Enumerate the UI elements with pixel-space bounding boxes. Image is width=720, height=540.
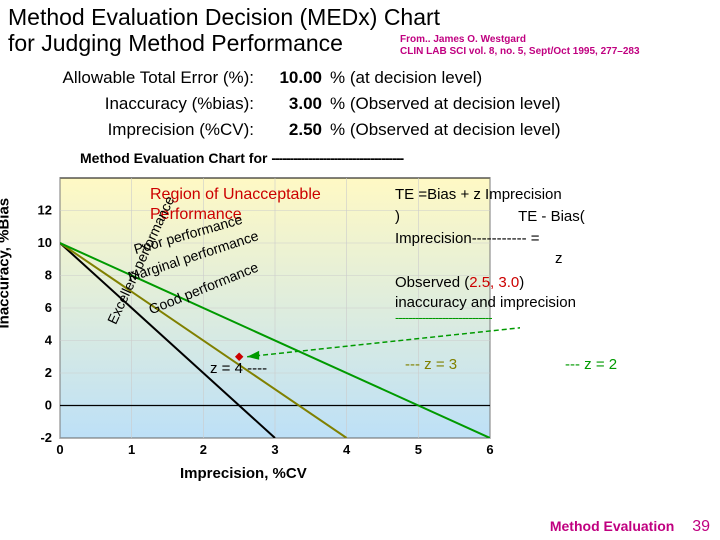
svg-text:4: 4 xyxy=(343,442,351,457)
observed-desc: inaccuracy and imprecision xyxy=(395,294,576,311)
svg-text:6: 6 xyxy=(45,300,52,315)
svg-text:2: 2 xyxy=(200,442,207,457)
param-unit: % (Observed at decision level) xyxy=(330,118,561,142)
z3-label: --- z = 3 xyxy=(405,356,457,373)
chart-subtitle: Method Evaluation Chart for ------------… xyxy=(80,150,403,166)
parameters-table: Allowable Total Error (%):10.00% (at dec… xyxy=(20,66,561,143)
svg-text:0: 0 xyxy=(45,398,52,413)
svg-text:1: 1 xyxy=(128,442,135,457)
svg-text:4: 4 xyxy=(45,333,53,348)
param-label: Allowable Total Error (%): xyxy=(20,66,270,90)
param-unit: % (at decision level) xyxy=(330,66,482,90)
svg-text:10: 10 xyxy=(38,235,52,250)
x-axis-label: Imprecision, %CV xyxy=(180,465,307,482)
param-value: 3.00 xyxy=(270,92,330,116)
param-value: 2.50 xyxy=(270,118,330,142)
svg-text:0: 0 xyxy=(56,442,63,457)
formula-imprecision-line: Imprecision----------- = xyxy=(395,230,540,247)
param-label: Inaccuracy (%bias): xyxy=(20,92,270,116)
formula-bias-paren: ) TE - Bias( xyxy=(395,208,585,225)
formula-te: TE =Bias + z Imprecision xyxy=(395,186,562,203)
svg-text:8: 8 xyxy=(45,268,52,283)
z2-label: --- z = 2 xyxy=(565,356,617,373)
param-value: 10.00 xyxy=(270,66,330,90)
chart-area: Method Evaluation Chart for ------------… xyxy=(0,150,720,490)
svg-text:-2: -2 xyxy=(40,430,52,445)
page-number: 39 xyxy=(692,518,710,535)
observed-point-label: Observed (2.5, 3.0) xyxy=(395,274,524,291)
param-label: Imprecision (%CV): xyxy=(20,118,270,142)
svg-text:5: 5 xyxy=(415,442,422,457)
formula-z: z xyxy=(555,250,563,267)
svg-text:3: 3 xyxy=(271,442,278,457)
svg-text:6: 6 xyxy=(486,442,493,457)
param-row: Allowable Total Error (%):10.00% (at dec… xyxy=(20,66,561,90)
citation: From.. James O. Westgard CLIN LAB SCI vo… xyxy=(400,34,640,58)
param-row: Inaccuracy (%bias):3.00% (Observed at de… xyxy=(20,92,561,116)
svg-text:12: 12 xyxy=(38,203,52,218)
param-unit: % (Observed at decision level) xyxy=(330,92,561,116)
y-axis-label: Inaccuracy, %Bias xyxy=(0,198,13,329)
footer: Method Evaluation 39 xyxy=(550,518,710,536)
observed-arrow-dashes: ----------------------------- xyxy=(395,310,492,325)
svg-text:2: 2 xyxy=(45,365,52,380)
param-row: Imprecision (%CV):2.50% (Observed at dec… xyxy=(20,118,561,142)
z4-label: z = 4 ---- xyxy=(210,360,267,377)
